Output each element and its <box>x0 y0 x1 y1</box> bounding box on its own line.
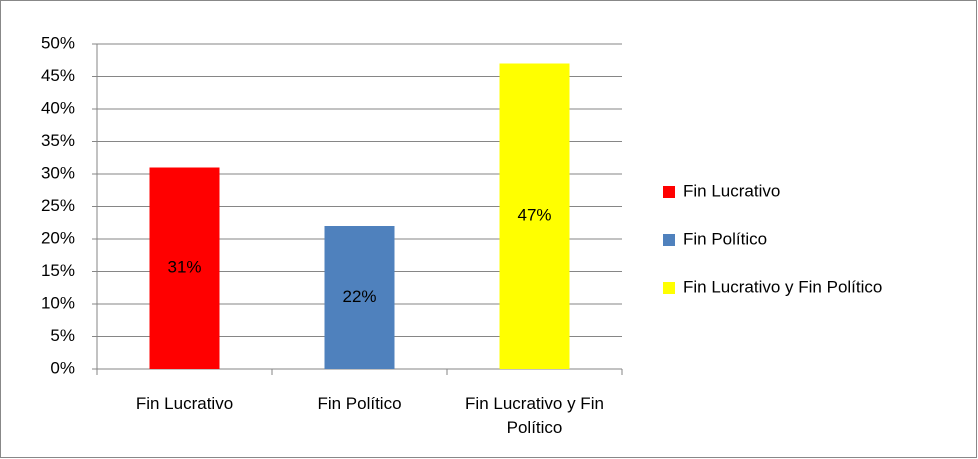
bar <box>499 63 570 369</box>
legend-label: Fin Político <box>683 229 767 248</box>
legend-swatch <box>663 234 675 246</box>
x-tick-label: Fin Político <box>317 394 402 413</box>
y-tick-label: 10% <box>41 293 75 312</box>
data-label: 31% <box>167 258 201 277</box>
x-tick-label: Fin Lucrativo <box>135 394 234 413</box>
y-tick-label: 45% <box>41 66 75 85</box>
x-tick-label: Fin Lucrativo y Fin Político <box>465 394 604 437</box>
y-tick-label: 35% <box>41 131 75 150</box>
legend-label: Fin Lucrativo y Fin Político <box>683 277 882 296</box>
legend-swatch <box>663 186 675 198</box>
legend-label: Fin Lucrativo <box>683 181 780 200</box>
data-label: 22% <box>342 287 376 306</box>
y-tick-label: 20% <box>41 228 75 247</box>
y-tick-label: 30% <box>41 163 75 182</box>
y-tick-label: 5% <box>50 326 75 345</box>
bar <box>324 226 395 369</box>
bar <box>149 167 220 369</box>
y-tick-label: 15% <box>41 261 75 280</box>
y-tick-label: 0% <box>50 358 75 377</box>
y-tick-label: 50% <box>41 33 75 52</box>
legend-swatch <box>663 282 675 294</box>
data-label: 47% <box>517 206 551 225</box>
y-tick-label: 40% <box>41 98 75 117</box>
y-tick-label: 25% <box>41 196 75 215</box>
